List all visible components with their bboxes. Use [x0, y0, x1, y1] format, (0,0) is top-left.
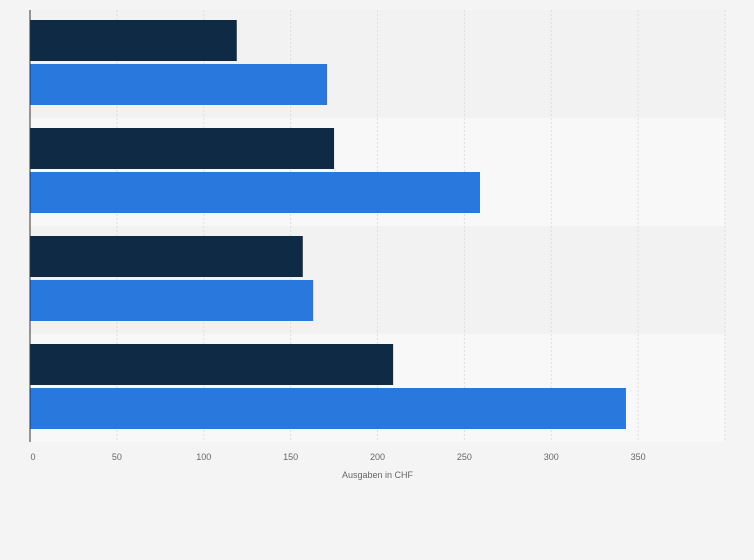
x-tick-label: 150: [283, 452, 298, 462]
bar: [30, 20, 237, 61]
bar: [30, 388, 626, 429]
x-tick-label: 350: [631, 452, 646, 462]
bar: [30, 172, 481, 213]
x-tick-label: 100: [196, 452, 211, 462]
bar: [30, 128, 335, 169]
x-tick-label: 300: [544, 452, 559, 462]
bar: [30, 64, 328, 105]
bar: [30, 236, 303, 277]
x-tick-label: 200: [370, 452, 385, 462]
x-axis-title: Ausgaben in CHF: [342, 470, 414, 480]
bar: [30, 280, 314, 321]
bars: [30, 20, 626, 429]
x-tick-label: 0: [30, 452, 35, 462]
bar: [30, 344, 394, 385]
x-tick-labels: 0 50 100 150 200 250 300 350: [30, 452, 645, 462]
x-tick-label: 50: [112, 452, 122, 462]
x-tick-label: 250: [457, 452, 472, 462]
